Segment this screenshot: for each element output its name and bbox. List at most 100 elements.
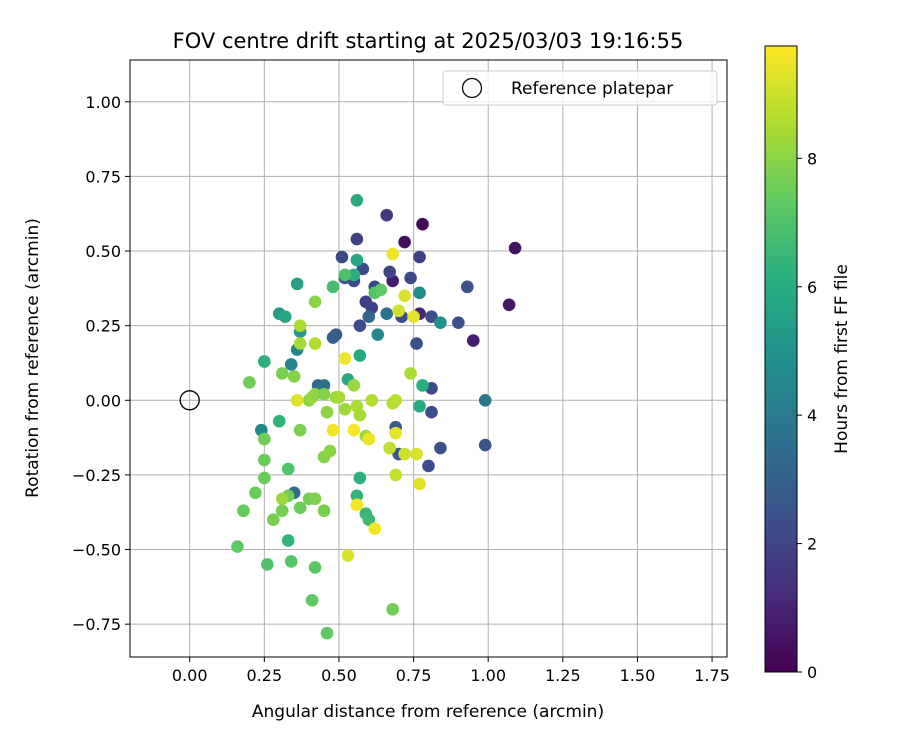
y-axis: 1.00 0.75 0.50 0.25 0.00 −0.25 −0.50 −0.75 [72, 93, 130, 634]
data-point [335, 250, 349, 264]
x-axis-label: Angular distance from reference (arcmin) [252, 702, 604, 722]
data-point [320, 626, 334, 640]
data-point [478, 393, 492, 407]
x-tick-label: 0.00 [172, 666, 208, 685]
data-point [350, 232, 364, 246]
data-point [308, 561, 322, 574]
data-point [389, 468, 402, 482]
data-point [410, 337, 423, 350]
data-point [350, 489, 364, 503]
data-point [398, 235, 411, 249]
y-tick-label: 0.00 [85, 391, 121, 410]
data-point [284, 358, 298, 371]
colorbar-tick-label: 8 [807, 149, 817, 168]
data-point [338, 402, 352, 416]
y-tick-label: −0.75 [72, 615, 121, 634]
data-point [389, 426, 402, 440]
data-point [413, 477, 426, 491]
data-point [317, 379, 331, 392]
data-point [389, 393, 402, 407]
data-point [356, 262, 370, 276]
data-point [338, 352, 352, 365]
data-point [308, 337, 322, 350]
data-point [293, 423, 307, 437]
data-point [374, 283, 388, 297]
data-point [249, 486, 262, 500]
data-point [416, 217, 429, 231]
data-point [416, 379, 429, 392]
data-point [386, 247, 399, 261]
data-point [275, 492, 289, 506]
data-point [362, 513, 376, 526]
data-point [466, 334, 480, 347]
chart-title: FOV centre drift starting at 2025/03/03 … [173, 29, 684, 53]
data-point [362, 310, 376, 324]
data-point [386, 602, 399, 616]
y-tick-label: 0.50 [85, 242, 121, 261]
data-points [179, 193, 522, 640]
data-point [323, 444, 337, 458]
data-point [413, 399, 426, 413]
y-tick-label: 1.00 [85, 93, 121, 112]
data-point [368, 522, 382, 535]
legend: Reference platepar [442, 70, 718, 106]
data-point [398, 447, 411, 461]
x-tick-label: 1.75 [694, 666, 730, 685]
data-point [508, 241, 522, 255]
data-point [290, 393, 304, 407]
data-point [362, 432, 376, 446]
data-point [380, 307, 394, 321]
data-point [237, 504, 250, 518]
data-point [261, 558, 274, 571]
x-tick-label: 0.25 [247, 666, 283, 685]
legend-box [442, 70, 718, 106]
data-point [281, 462, 295, 476]
reference-platepar-marker [179, 390, 200, 411]
data-point [350, 193, 364, 207]
legend-label: Reference platepar [511, 79, 673, 99]
data-point [320, 405, 334, 419]
x-tick-label: 1.25 [545, 666, 581, 685]
data-point [413, 250, 426, 264]
data-point [398, 289, 411, 303]
colorbar-tick-label: 4 [807, 406, 817, 425]
y-tick-label: −0.50 [72, 541, 121, 560]
data-point [258, 471, 271, 485]
data-point [383, 441, 396, 455]
data-point [275, 367, 289, 380]
data-point [350, 253, 364, 267]
data-point [502, 298, 516, 312]
colorbar-tick-label: 0 [807, 663, 817, 682]
data-point [338, 268, 352, 282]
data-point [326, 331, 340, 344]
data-point [258, 432, 271, 446]
data-point [290, 277, 304, 291]
data-point [425, 310, 438, 324]
data-point [278, 310, 292, 324]
data-point [434, 441, 447, 455]
data-point [383, 265, 396, 279]
data-point [266, 513, 280, 526]
data-point [434, 316, 447, 329]
data-point [347, 379, 361, 392]
data-point [275, 504, 289, 518]
y-tick-label: 0.75 [85, 167, 121, 186]
data-point [350, 498, 364, 512]
data-point [452, 316, 465, 329]
data-point [413, 286, 426, 300]
data-point [317, 388, 331, 401]
data-point [308, 295, 322, 309]
colorbar: 0 2 4 6 8 Hours from first FF file [764, 45, 852, 682]
grid [130, 60, 727, 657]
data-point [353, 349, 367, 362]
data-point [326, 280, 340, 294]
data-point [258, 355, 271, 368]
data-point [392, 304, 405, 318]
colorbar-gradient [764, 45, 798, 673]
data-point [410, 447, 423, 461]
data-point [293, 319, 307, 332]
data-point [231, 540, 244, 553]
data-point [371, 328, 385, 341]
data-point [365, 393, 379, 407]
data-point [478, 438, 492, 452]
